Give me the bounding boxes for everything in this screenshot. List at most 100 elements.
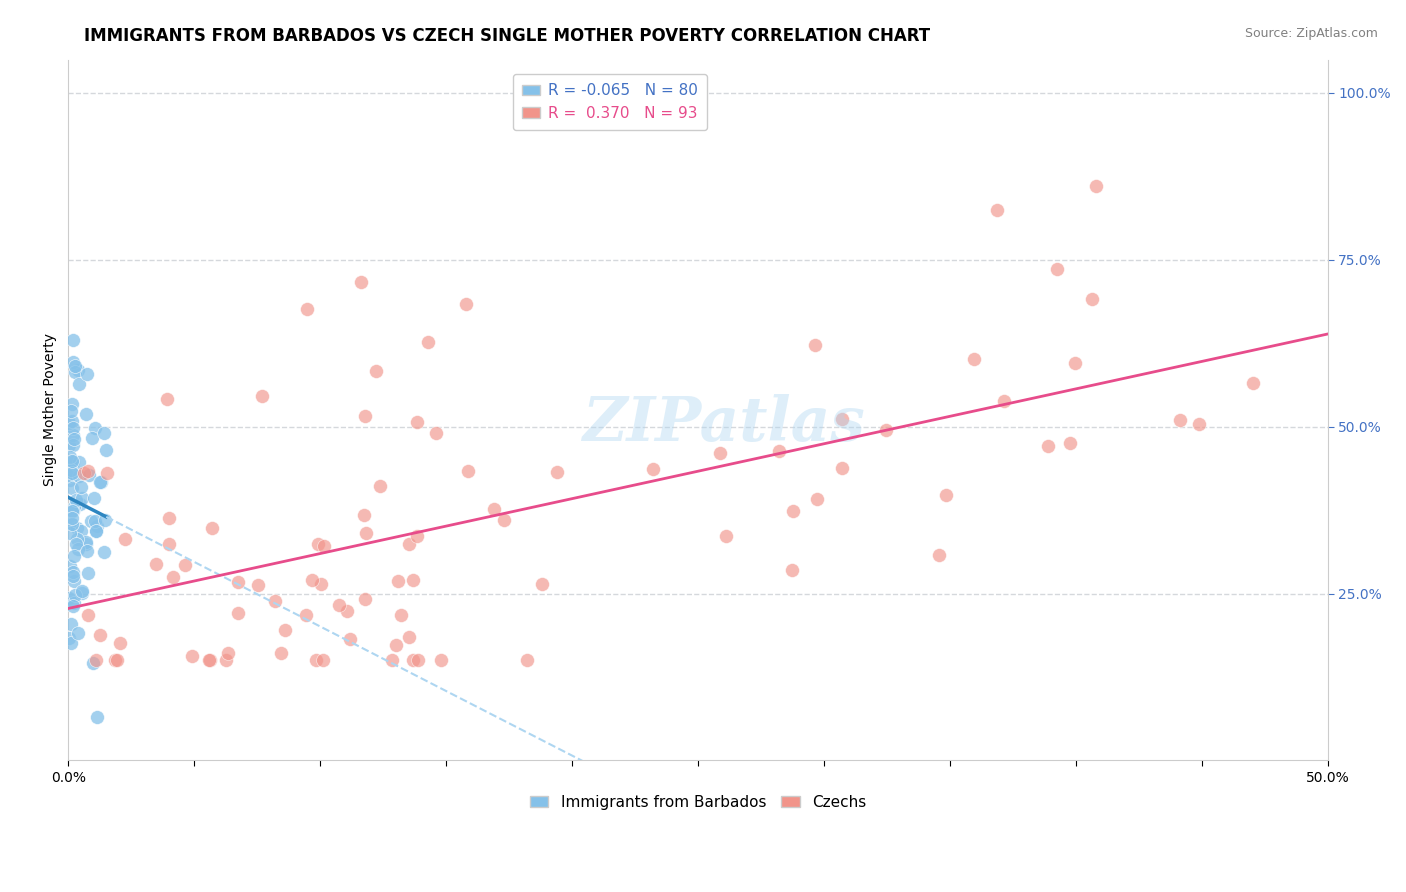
Point [714,529,737,543]
Point [1036,438,1059,452]
Point [66,363,89,377]
Point [353,508,375,522]
Point [60,454,83,468]
Point [389,607,412,622]
Point [62,599,84,613]
Point [768,444,790,458]
Point [1046,262,1069,277]
Point [77,467,100,482]
Point [89,475,111,489]
Point [63,500,86,515]
Point [93,545,115,559]
Point [82,657,104,671]
Point [457,464,479,478]
Point [831,412,853,426]
Legend: Immigrants from Barbados, Czechs: Immigrants from Barbados, Czechs [524,789,872,816]
Point [307,537,329,551]
Point [76,544,98,558]
Point [67,469,90,483]
Point [58,631,80,645]
Point [60,504,83,518]
Point [309,577,332,591]
Point [401,573,423,587]
Point [93,426,115,441]
Point [70,491,93,505]
Point [1059,436,1081,450]
Text: Source: ZipAtlas.com: Source: ZipAtlas.com [1244,27,1378,40]
Point [1241,376,1264,390]
Point [60,516,83,531]
Point [59,473,82,487]
Point [963,352,986,367]
Point [59,463,82,477]
Point [105,653,128,667]
Point [84,524,107,539]
Point [60,481,83,495]
Point [84,653,107,667]
Point [364,364,387,378]
Point [405,529,427,543]
Point [546,465,568,479]
Point [77,465,100,479]
Point [67,377,90,392]
Point [875,423,897,437]
Point [986,202,1008,217]
Point [1064,356,1087,370]
Point [406,653,429,667]
Point [65,492,87,507]
Point [58,591,80,605]
Point [368,479,391,493]
Point [174,558,197,573]
Point [58,438,80,452]
Point [59,616,82,631]
Point [96,466,118,480]
Point [201,521,224,535]
Point [70,583,93,598]
Point [63,596,86,610]
Point [60,397,83,411]
Point [226,606,249,620]
Point [381,653,404,667]
Point [312,653,335,667]
Point [1081,292,1104,306]
Point [63,365,86,379]
Point [226,574,249,589]
Point [402,653,425,667]
Point [59,404,82,418]
Point [928,549,950,563]
Point [75,537,97,551]
Point [77,607,100,622]
Point [387,574,409,589]
Point [62,511,84,525]
Point [156,392,179,406]
Point [328,598,350,612]
Point [294,607,316,622]
Point [62,333,84,347]
Point [83,514,105,528]
Point [59,526,82,541]
Point [94,513,117,527]
Point [110,635,132,649]
Point [60,460,83,475]
Point [62,421,84,435]
Point [59,516,82,531]
Point [516,653,538,667]
Point [354,409,377,424]
Point [62,455,84,469]
Point [65,359,87,374]
Point [335,604,357,618]
Point [58,416,80,430]
Point [416,334,439,349]
Point [86,519,108,533]
Point [75,407,97,421]
Point [62,566,84,580]
Point [89,627,111,641]
Point [215,653,238,667]
Point [1188,417,1211,431]
Point [274,623,297,637]
Point [246,578,269,592]
Point [58,468,80,483]
Point [75,535,97,549]
Text: ZIPatlas: ZIPatlas [582,394,865,454]
Y-axis label: Single Mother Poverty: Single Mother Poverty [44,334,58,486]
